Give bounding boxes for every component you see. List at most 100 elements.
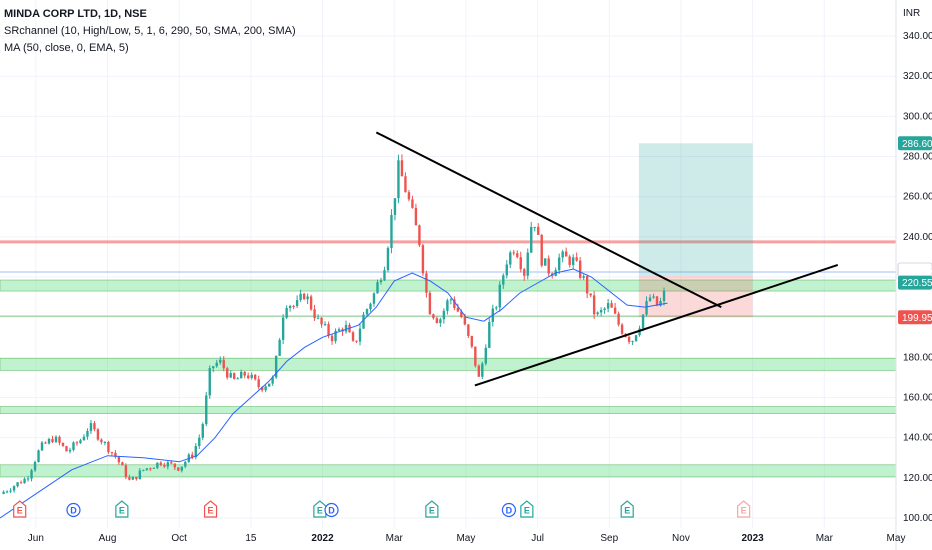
candle-body [240,371,243,379]
candle-body [481,363,484,377]
candle-body [421,245,425,274]
dividend-marker[interactable] [324,502,339,518]
earnings-marker[interactable] [13,500,27,518]
earnings-marker[interactable] [313,500,327,518]
candle-body [47,438,51,444]
marker-label: D [70,506,77,516]
earnings-marker[interactable] [203,500,218,518]
srchannel-indicator-label[interactable]: SRchannel (10, High/Low, 5, 1, 6, 290, 5… [4,25,296,37]
candle-body [337,329,341,331]
candles [2,154,666,495]
price-tick-label: 300.00 [903,111,932,122]
candle-body [40,442,44,451]
time-axis[interactable]: Jun Aug Oct 15 2022 Mar May Jul Sep Nov 2023 Mar May [28,533,906,544]
candle-body [414,207,418,226]
candle-body [281,317,285,340]
candle-body [617,313,620,325]
candle-body [404,176,407,193]
ma-indicator-label[interactable]: MA (50, close, 0, EMA, 5) [4,42,129,54]
earnings-marker[interactable] [115,500,129,518]
candle-body [355,340,358,342]
candle-body [540,234,543,266]
trendline-lower[interactable] [474,264,839,387]
candle-body [634,335,638,342]
candle-body [306,296,309,300]
price-tick-label: 140.00 [903,433,932,444]
candle-body [316,317,320,319]
candle-body [184,461,187,467]
candle-body [107,441,110,453]
dividend-marker[interactable] [501,502,517,518]
candle-body [163,464,166,467]
candle-body [530,226,533,253]
price-badge-label: 199.95 [902,313,932,324]
candle-body [488,321,491,348]
candle-body [260,387,264,391]
candle-body [58,436,61,443]
candle-body [383,270,386,281]
candle-body [267,383,271,387]
candle-body [537,226,540,235]
candle-body [173,463,177,468]
candle-body [9,490,12,492]
trendlines[interactable] [375,131,839,387]
earnings-marker[interactable] [425,500,439,518]
time-tick-label: Mar [816,533,834,544]
candle-body [516,253,519,258]
candle-body [212,366,215,369]
price-badge [898,136,932,151]
price-tick-label: 160.00 [903,393,932,404]
candle-body [89,423,93,431]
target-zone[interactable] [638,143,753,276]
time-tick-label: Mar [386,533,404,544]
candle-body [100,439,103,443]
candle-body [149,468,152,470]
sr-zone [0,357,897,371]
candle-body [250,374,253,379]
earnings-marker[interactable] [520,500,534,518]
candle-body [253,374,257,380]
earnings-marker[interactable] [620,500,634,518]
candle-body [19,482,23,484]
price-badge [898,310,932,325]
candle-body [79,440,82,444]
time-tick-label: 2023 [742,533,765,544]
long-position-tool[interactable] [638,143,753,318]
dividend-marker[interactable] [66,502,81,518]
candle-body [467,324,470,336]
marker-label: E [119,506,125,516]
candle-body [533,226,536,228]
candle-body [547,258,550,274]
candle-body [2,491,5,494]
candle-body [327,324,330,336]
candle-body [379,280,383,283]
candle-body [271,377,274,384]
candle-body [65,446,68,452]
trendline-upper[interactable] [375,131,722,309]
earnings-marker[interactable] [737,500,751,518]
candle-body [631,341,634,343]
price-tick-label: 320.00 [903,71,932,82]
time-tick-label: May [456,533,475,544]
candle-body [502,275,505,285]
candle-body [610,303,613,308]
candle-body [264,386,267,391]
candle-body [75,442,79,444]
candle-body [54,436,58,443]
price-tick-label: 100.00 [903,513,932,524]
candle-body [439,319,442,324]
candle-body [236,378,239,380]
candle-body [449,299,453,301]
candle-body [159,462,163,465]
currency-label: INR [903,8,920,19]
candle-body [226,368,229,378]
candle-body [557,257,561,271]
candle-body [233,373,236,379]
marker-label: E [317,506,323,516]
candle-body [407,192,411,200]
candle-body [278,339,281,356]
candle-body [662,291,666,302]
